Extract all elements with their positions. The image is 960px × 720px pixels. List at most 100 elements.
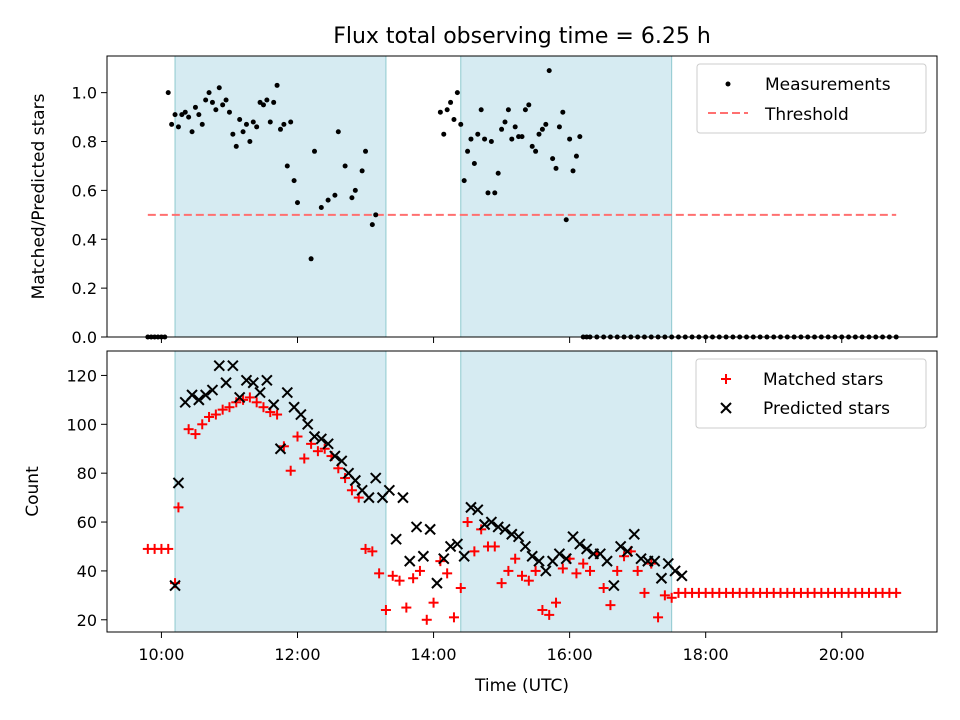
predicted-star-point — [485, 516, 498, 528]
ratio-panel-frame — [106, 55, 938, 338]
matched-star-point — [204, 411, 215, 422]
x-tick-label: 12:00 — [274, 645, 320, 664]
matched-star-point — [421, 614, 432, 625]
predicted-star-point — [220, 377, 232, 389]
measurement-point — [533, 148, 539, 154]
measurement-point — [192, 104, 198, 110]
measurement-point — [233, 143, 239, 149]
predicted-star-point — [444, 540, 457, 553]
matched-star-point — [666, 592, 677, 603]
count-panel: 20 40 60 80 100 120 10:00 12:00 14:00 16:00 18:00… — [23, 350, 938, 696]
predicted-star-point — [274, 443, 287, 455]
measurement-point — [441, 131, 447, 137]
matched-star-point — [292, 431, 303, 442]
matched-star-point — [659, 590, 670, 601]
predicted-star-point — [424, 523, 436, 536]
predicted-star-point — [601, 555, 613, 567]
predicted-star-point — [655, 572, 668, 584]
x-tick-label: 14:00 — [411, 645, 457, 664]
measurement-point — [570, 168, 576, 174]
predicted-star-point — [370, 472, 382, 484]
measurement-point — [213, 107, 219, 113]
measurement-point — [260, 102, 266, 108]
matched-star-point — [374, 568, 385, 579]
measurement-point — [543, 121, 549, 127]
measurement-point — [529, 143, 535, 149]
predicted-star-point — [553, 548, 566, 560]
measurement-point — [196, 112, 202, 118]
matched-star-point — [455, 583, 466, 594]
matched-star-point — [653, 612, 664, 623]
observing-window-2 — [460, 55, 673, 338]
measurement-point — [271, 99, 277, 105]
measurement-point — [502, 119, 508, 125]
measurement-point — [509, 136, 515, 142]
measurement-point — [240, 129, 246, 135]
measurement-point — [169, 121, 175, 127]
measurement-point — [499, 126, 505, 132]
measurement-point — [468, 136, 474, 142]
predicted-star-point — [499, 523, 511, 536]
count-legend: Matched stars Predicted stars — [695, 358, 927, 429]
matched-star-point — [360, 543, 371, 554]
predicted-star-point — [438, 552, 450, 565]
predicted-star-point — [329, 450, 341, 462]
matched-star-point — [231, 397, 242, 408]
predicted-star-point — [628, 528, 640, 540]
matched-star-point — [571, 568, 582, 579]
measurement-point — [550, 156, 556, 162]
predicted-star-point — [669, 565, 681, 577]
predicted-star-point — [336, 455, 348, 467]
measurement-point — [165, 90, 171, 96]
measurement-point — [458, 121, 464, 127]
predicted-star-point — [301, 418, 314, 431]
predicted-star-point — [621, 545, 634, 558]
matched-star-point — [414, 565, 425, 576]
predicted-star-point — [308, 430, 321, 443]
measurement-point — [539, 126, 545, 132]
predicted-star-point — [451, 538, 464, 550]
measurement-point — [247, 139, 253, 145]
measurement-point — [220, 102, 226, 108]
y-tick-label: 0.2 — [72, 279, 97, 298]
matched-star-point — [496, 578, 507, 589]
predicted-star-point — [261, 374, 273, 387]
y-tick-label: 0.0 — [72, 328, 97, 347]
matched-star-point — [578, 558, 589, 569]
measurement-point — [291, 178, 297, 184]
y-tick-label: 120 — [66, 366, 97, 385]
matched-star-point — [537, 605, 548, 616]
matched-star-point — [632, 565, 643, 576]
x-tick-label: 10:00 — [138, 645, 184, 664]
matched-star-point — [224, 402, 235, 413]
matched-star-point — [619, 551, 630, 562]
measurement-point — [444, 107, 450, 113]
matched-star-point — [530, 565, 541, 576]
measurement-point — [567, 136, 573, 142]
measurement-point — [342, 163, 348, 169]
matched-star-point — [442, 568, 453, 579]
predicted-star-point — [431, 577, 443, 589]
predicted-star-point — [614, 540, 627, 553]
matched-star-point — [401, 602, 412, 613]
predicted-star-point — [322, 438, 334, 450]
matched-star-point — [210, 409, 221, 420]
chart-title: Flux total observing time = 6.25 h — [333, 24, 711, 49]
measurement-point — [206, 90, 212, 96]
measurement-point — [332, 192, 338, 198]
measurement-point — [254, 124, 260, 130]
measurement-point — [274, 82, 280, 88]
ratio-panel: 0.0 0.2 0.4 0.6 0.8 1.0 Matched/Predicted sta… — [29, 55, 938, 347]
predicted-star-point — [172, 477, 185, 489]
predicted-star-point — [247, 377, 259, 389]
matched-star-point — [476, 524, 487, 535]
measurement-point — [312, 148, 317, 154]
matched-star-point — [394, 575, 405, 586]
matched-star-point — [462, 517, 473, 528]
matched-star-point — [489, 541, 500, 552]
measurement-point — [577, 134, 583, 140]
predicted-star-point — [512, 530, 525, 543]
measurement-point — [448, 99, 454, 105]
measurement-point — [485, 190, 491, 196]
measurement-point — [373, 212, 379, 218]
